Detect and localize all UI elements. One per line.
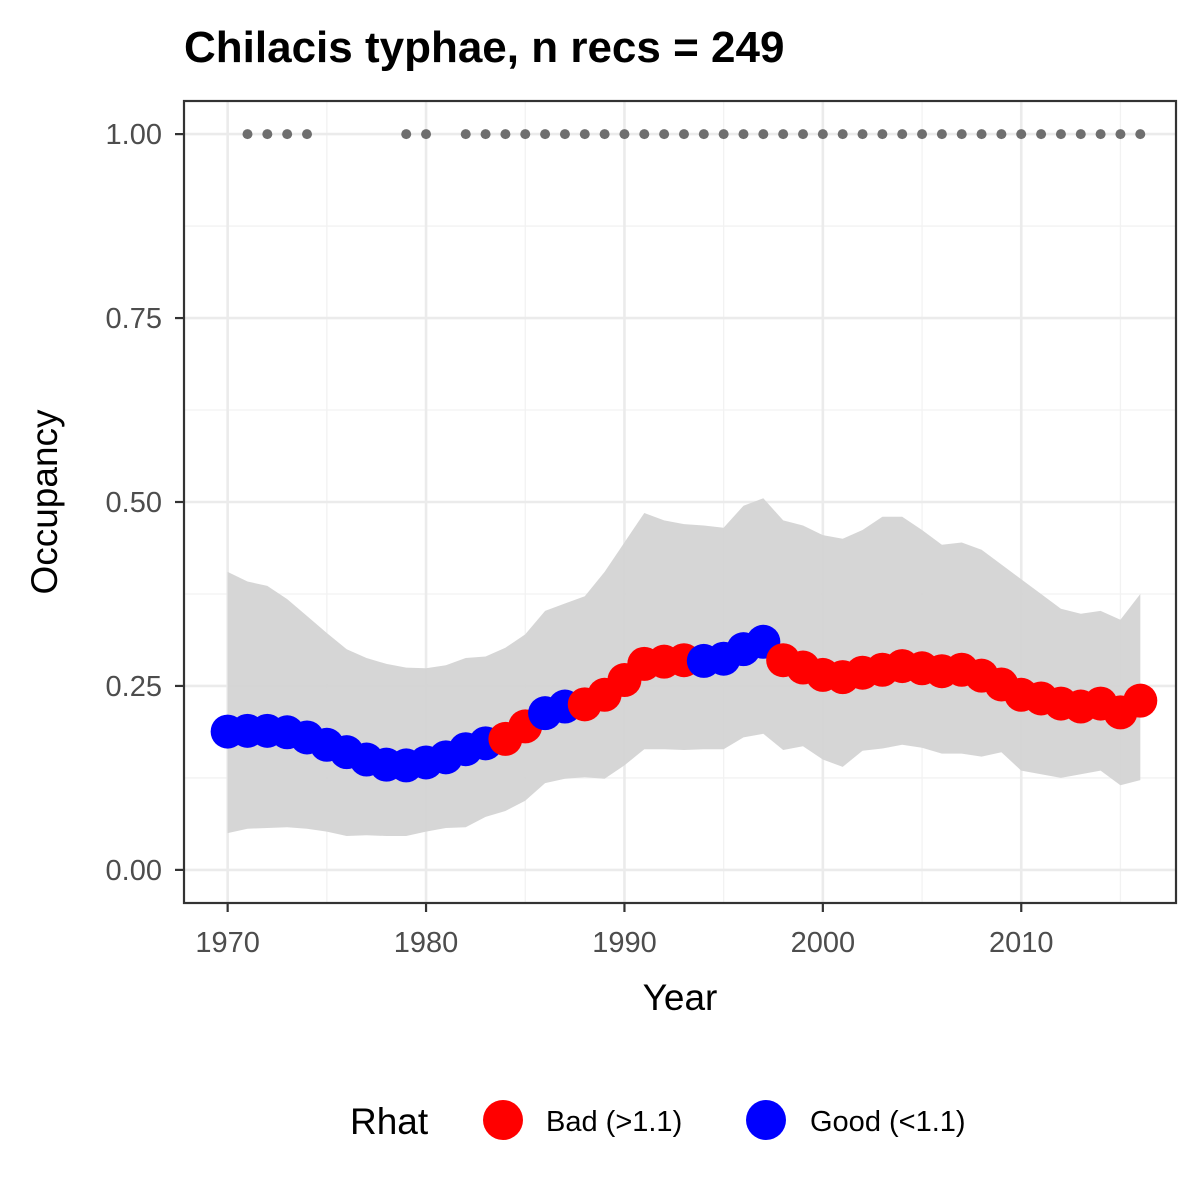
y-tick-label: 0.25: [106, 671, 162, 703]
y-tick-label: 0.50: [106, 487, 162, 519]
occupancy-points-layer: [210, 624, 1158, 783]
record-dot: [678, 129, 689, 140]
chart-title: Chilacis typhae, n recs = 249: [184, 23, 784, 72]
record-dot: [1135, 129, 1146, 140]
record-dot: [976, 129, 987, 140]
record-dot: [282, 129, 293, 140]
occupancy-point-bad: [1123, 683, 1158, 718]
record-dot: [718, 129, 729, 140]
record-dot: [659, 129, 670, 140]
record-dot: [857, 129, 868, 140]
record-dot: [421, 129, 432, 140]
record-dot: [698, 129, 709, 140]
record-dot: [897, 129, 908, 140]
x-axis-title: Year: [643, 977, 718, 1018]
record-dot: [1016, 129, 1027, 140]
record-dot: [956, 129, 967, 140]
record-dot: [917, 129, 928, 140]
record-dot: [639, 129, 650, 140]
record-dot: [599, 129, 610, 140]
record-dot: [619, 129, 630, 140]
record-dot: [540, 129, 551, 140]
x-tick-label: 1970: [195, 927, 260, 959]
record-dot: [1115, 129, 1126, 140]
record-dot: [1095, 129, 1106, 140]
record-dot: [579, 129, 590, 140]
record-dot: [817, 129, 828, 140]
record-dot: [837, 129, 848, 140]
record-dot: [262, 129, 273, 140]
record-dot: [936, 129, 947, 140]
record-dot: [798, 129, 809, 140]
legend-label-bad: Bad (>1.1): [546, 1106, 682, 1138]
record-dot: [996, 129, 1007, 140]
x-tick-label: 2010: [989, 927, 1054, 959]
record-dot: [559, 129, 570, 140]
x-tick-label: 1980: [394, 927, 459, 959]
legend-key-good: [746, 1100, 786, 1140]
y-axis: 0.00 0.25 0.50 0.75 1.00: [106, 119, 184, 887]
record-dot: [738, 129, 749, 140]
record-dot: [1055, 129, 1066, 140]
record-dot: [302, 129, 313, 140]
record-dot: [242, 129, 253, 140]
record-dot: [877, 129, 888, 140]
record-dots-layer: [242, 129, 1146, 140]
record-dot: [480, 129, 491, 140]
record-dot: [401, 129, 412, 140]
y-tick-label: 0.75: [106, 303, 162, 335]
record-dot: [500, 129, 511, 140]
record-dot: [520, 129, 531, 140]
x-tick-label: 1990: [592, 927, 657, 959]
legend-label-good: Good (<1.1): [810, 1106, 966, 1138]
x-tick-label: 2000: [791, 927, 856, 959]
legend-key-bad: [483, 1100, 523, 1140]
y-tick-label: 1.00: [106, 119, 162, 151]
legend: Rhat Bad (>1.1) Good (<1.1): [350, 1100, 966, 1142]
record-dot: [460, 129, 471, 140]
legend-title: Rhat: [350, 1101, 429, 1142]
record-dot: [1075, 129, 1086, 140]
record-dot: [758, 129, 769, 140]
y-tick-label: 0.00: [106, 855, 162, 887]
record-dot: [1036, 129, 1047, 140]
record-dot: [778, 129, 789, 140]
x-axis: 1970 1980 1990 2000 2010: [195, 903, 1054, 959]
y-axis-title: Occupancy: [24, 409, 65, 595]
